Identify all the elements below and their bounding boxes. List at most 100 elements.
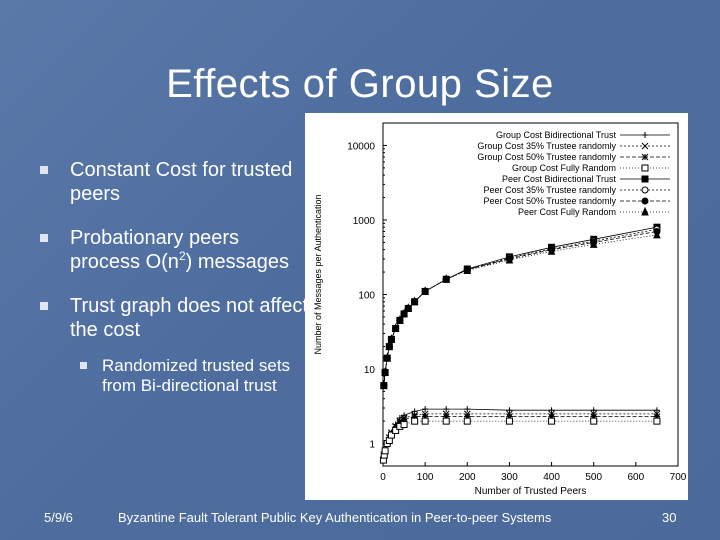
legend-entry-marker bbox=[641, 164, 649, 172]
series-3-point bbox=[653, 417, 661, 425]
series-2-point bbox=[400, 416, 408, 423]
series-2-point bbox=[411, 413, 418, 420]
series-3-point bbox=[548, 417, 556, 425]
chart-panel: 0 100 200 300 400 500 600 700 1 10 100 1000 10000 Num… bbox=[305, 113, 688, 500]
series-0-point bbox=[411, 408, 418, 415]
series-7-point bbox=[442, 274, 450, 283]
series-2-point bbox=[442, 413, 450, 420]
bullet-text: Constant Cost for trusted peers bbox=[70, 159, 293, 205]
series-3-point bbox=[400, 421, 408, 429]
series-3-point bbox=[387, 431, 395, 439]
legend-entry-label: Peer Cost Fully Random bbox=[518, 207, 616, 217]
square-bullet-icon bbox=[80, 362, 87, 369]
footer-date: 5/9/6 bbox=[44, 510, 73, 525]
group-size-chart: 0 100 200 300 400 500 600 700 1 10 100 1000 10000 Num… bbox=[313, 122, 687, 497]
series-7-point bbox=[400, 308, 408, 318]
square-bullet-icon bbox=[40, 234, 48, 242]
series-3-point bbox=[505, 417, 513, 425]
series-0-point bbox=[443, 406, 450, 413]
series-7-point bbox=[383, 352, 391, 362]
series-7-point bbox=[380, 380, 388, 390]
legend-entry-label: Group Cost Bidirectional Trust bbox=[496, 130, 617, 140]
bullet-probationary-peers: Probationary peers process O(n2) message… bbox=[40, 226, 310, 274]
series-7-point bbox=[505, 254, 514, 264]
series-0-point bbox=[548, 407, 555, 414]
series-0-point bbox=[464, 406, 471, 413]
series-7-point bbox=[589, 239, 598, 248]
series-7-point bbox=[381, 367, 389, 376]
bullet-text-post: ) messages bbox=[185, 251, 289, 273]
x-tick-label: 600 bbox=[628, 472, 645, 483]
legend-entry-label: Group Cost 50% Trustee randomly bbox=[477, 152, 616, 162]
y-tick-label: 10000 bbox=[347, 141, 375, 152]
series-7-point bbox=[421, 286, 429, 295]
x-tick-label: 500 bbox=[585, 472, 602, 483]
footer-text: Byzantine Fault Tolerant Public Key Auth… bbox=[118, 510, 552, 525]
series-line-3 bbox=[383, 420, 657, 461]
y-tick-label: 10 bbox=[364, 365, 376, 376]
x-tick-label: 300 bbox=[501, 472, 518, 483]
bullet-trust-graph: Trust graph does not affect the cost bbox=[40, 294, 310, 342]
y-tick-label: 1000 bbox=[353, 216, 376, 227]
bullet-text-pre: Probationary peers process O(n bbox=[70, 227, 239, 273]
series-3-point bbox=[463, 417, 471, 425]
series-0-point bbox=[653, 407, 660, 414]
x-tick-label: 100 bbox=[417, 472, 434, 483]
bullet-superscript: 2 bbox=[178, 249, 186, 263]
series-line-4 bbox=[383, 226, 657, 386]
series-line-7 bbox=[383, 234, 657, 386]
legend-entry-label: Peer Cost 35% Trustee randomly bbox=[483, 185, 616, 195]
square-bullet-icon bbox=[40, 166, 48, 174]
legend-entry-marker bbox=[642, 132, 648, 138]
series-7-point bbox=[463, 265, 472, 274]
series-3-point bbox=[590, 417, 598, 425]
series-0-point bbox=[422, 406, 429, 413]
slide-title: Effects of Group Size bbox=[166, 62, 554, 106]
bullet-list: Constant Cost for trusted peers Probatio… bbox=[40, 158, 310, 396]
x-tick-label: 0 bbox=[380, 472, 386, 483]
sub-bullet-randomized: Randomized trusted sets from Bi-directio… bbox=[80, 356, 310, 396]
legend-entry-label: Peer Cost Bidirectional Trust bbox=[502, 174, 617, 184]
slide-number: 30 bbox=[662, 510, 677, 525]
legend-entry-label: Group Cost Fully Random bbox=[512, 163, 616, 173]
series-line-5 bbox=[383, 228, 657, 386]
x-tick-label: 700 bbox=[670, 472, 687, 483]
legend-entry-marker bbox=[641, 142, 649, 150]
x-axis-label: Number of Trusted Peers bbox=[475, 486, 587, 497]
sub-bullet-text: Randomized trusted sets from Bi-directio… bbox=[102, 356, 291, 395]
series-2-point bbox=[590, 413, 598, 420]
square-bullet-icon bbox=[40, 302, 48, 310]
series-3-point bbox=[392, 426, 400, 434]
series-2-point bbox=[396, 419, 404, 427]
y-tick-label: 1 bbox=[369, 440, 375, 451]
legend-entry-label: Peer Cost 50% Trustee randomly bbox=[483, 196, 616, 206]
series-line-6 bbox=[383, 231, 657, 386]
legend-entry-label: Group Cost 35% Trustee randomly bbox=[477, 141, 616, 151]
series-0-point bbox=[590, 407, 597, 414]
series-2-point bbox=[421, 413, 429, 420]
legend-entry-marker bbox=[641, 197, 649, 205]
series-7-point bbox=[391, 323, 400, 332]
series-7-point bbox=[547, 246, 556, 255]
series-7-point bbox=[653, 229, 661, 239]
bullet-text: Trust graph does not affect the cost bbox=[70, 295, 308, 341]
legend-entry-marker bbox=[641, 153, 649, 161]
series-7-point bbox=[404, 303, 413, 312]
x-tick-label: 400 bbox=[543, 472, 560, 483]
series-3-point bbox=[381, 447, 389, 455]
series-3-point bbox=[411, 417, 419, 425]
y-tick-label: 100 bbox=[358, 291, 375, 302]
series-3-point bbox=[442, 417, 450, 425]
bullet-constant-cost: Constant Cost for trusted peers bbox=[40, 158, 310, 206]
series-0-point bbox=[506, 407, 513, 414]
series-7-point bbox=[396, 315, 404, 324]
legend-entry-marker bbox=[641, 206, 649, 216]
series-7-point bbox=[385, 341, 394, 351]
series-2-point bbox=[653, 413, 661, 420]
series-7-point bbox=[387, 334, 396, 343]
legend-entry-marker bbox=[641, 186, 649, 194]
series-3-point bbox=[421, 417, 429, 425]
series-2-point bbox=[548, 413, 555, 420]
series-2-point bbox=[392, 423, 399, 430]
legend-entry-marker bbox=[641, 175, 649, 183]
